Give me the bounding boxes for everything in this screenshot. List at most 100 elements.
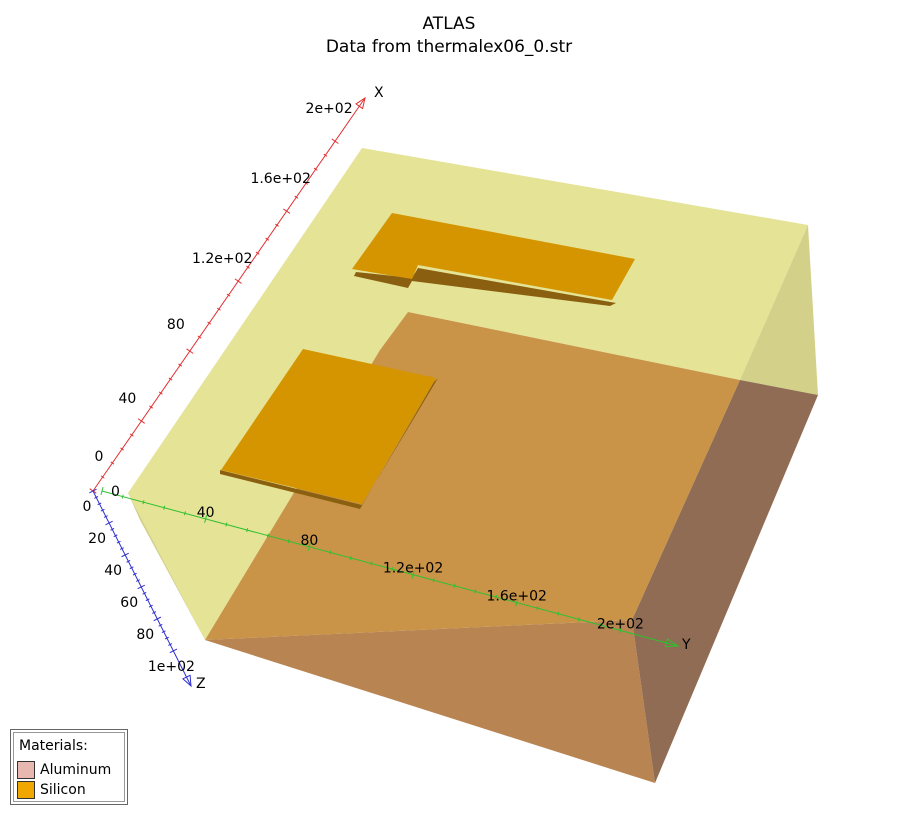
axis-x-line [92,97,366,492]
axis-y-minor-tick [246,527,249,533]
axis-y-minor-tick [598,622,601,627]
axis-y-minor-tick [494,594,497,600]
aluminum-swatch [17,761,35,779]
axis-x-tick-label: 1.2e+02 [192,251,252,267]
axis-y-minor-tick [432,578,435,583]
axis-z-tick-label: 60 [120,595,138,611]
axis-x-minor-tick [226,293,231,297]
axis-x-minor-tick [197,335,202,339]
aluminum-right-face [632,380,818,783]
axis-x-arrow [355,96,366,110]
axis-z-minor-tick [132,572,137,576]
axis-z-minor-tick [145,598,150,602]
axis-y-minor-tick [557,611,560,616]
axes-layer: X 0 40 80 1.2e+02 1.6e+02 2e+02 Y 0 40 80 1.2e+02 1.… [83,85,691,692]
axis-z-tick [89,488,97,494]
axis-y-minor-tick [142,500,145,505]
axis-y-minor-tick [474,589,477,594]
axis-x-minor-tick [158,391,163,395]
legend-label-aluminum: Aluminum [40,762,112,778]
axis-z-minor-tick [164,636,169,640]
axis-y-tick [100,487,104,495]
legend-header: Materials: [19,738,88,754]
axis-z-tick [169,648,178,654]
axis-y-minor-tick [577,617,580,622]
axis-x-minor-tick [255,251,260,255]
silicon-top-face [128,148,808,640]
axis-z-tick-label: 20 [88,531,106,547]
axis-y-tick [307,542,311,551]
axis-z-tick-label: 0 [83,499,92,515]
axis-x-minor-tick [313,167,318,171]
legend-label-silicon: Silicon [40,782,86,798]
axis-y-arrow [664,638,680,648]
plot-subtitle: Data from thermalex06_0.str [325,37,573,57]
axis-z-line [92,490,192,687]
axis-z-tick-label: 80 [136,627,154,643]
axis-z-minor-tick [148,604,153,608]
axis-y-minor-tick [225,522,228,527]
axis-z-tick [153,616,162,622]
axis-z-minor-tick [110,528,115,531]
axis-y-tick-label: 2e+02 [597,617,644,633]
axis-y-tick [618,626,622,635]
axis-z-tick-label: 1e+02 [148,659,195,675]
axis-z-tick [105,520,113,526]
axis-x-label: X [374,85,384,101]
axis-y-tick-label: 1.6e+02 [487,589,547,605]
axis-z-minor-tick [97,502,102,506]
axis-y-line [101,490,679,647]
axis-x-tick-label: 0 [95,449,104,465]
axis-y-minor-tick [287,539,290,544]
axis-x-minor-tick [120,447,124,451]
axis-x-tick-label: 80 [167,317,185,333]
pad-shadow-upper [354,268,616,306]
axis-x-minor-tick [129,433,134,437]
axis-y-minor-tick [329,550,332,555]
axis-y-tick-label: 0 [111,484,120,500]
axis-z-minor-tick [94,496,99,499]
axis-z-arrow [182,674,192,688]
axis-y-minor-tick [536,606,539,611]
axis-z-minor-tick [113,534,118,538]
axis-z-minor-tick [135,579,141,582]
axis-y-minor-tick [391,567,394,572]
axis-z-minor-tick [103,515,108,518]
axis-x-tick [137,418,145,424]
silicon-swatch [17,781,35,799]
axis-x-tick-label: 1.6e+02 [250,171,310,187]
axis-z-minor-tick [129,566,134,570]
axis-y-tick-label: 1.2e+02 [383,561,443,577]
axis-z-tick [121,552,129,558]
contact-pad-upper [352,213,635,300]
axis-x-minor-tick [207,321,212,325]
axis-y-minor-tick [453,583,456,588]
aluminum-top-face [205,312,740,640]
axis-x-tick [234,278,242,284]
axis-y-label: Y [681,637,691,653]
axis-y-tick [411,570,415,579]
axis-x-minor-tick [246,265,250,269]
axis-z-minor-tick [152,611,157,614]
axis-x-tick [331,138,339,144]
plot-title: ATLAS [422,14,476,34]
axis-z-minor-tick [126,560,131,563]
axis-y-tick [204,514,208,523]
silicon-left-face [128,493,205,640]
axis-z-minor-tick [161,630,166,634]
axis-x-minor-tick [110,461,115,465]
axis-z-label: Z [196,676,206,692]
axis-z-tick-label: 40 [104,563,122,579]
axis-x-tick-label: 40 [119,391,137,407]
axis-y-minor-tick [183,511,186,516]
axis-z-minor-tick [168,643,173,646]
axis-y-minor-tick [121,494,124,499]
axis-x-minor-tick [294,195,299,199]
axis-x-minor-tick [265,237,270,241]
axis-y-tick [515,598,519,607]
axis-x-minor-tick [149,405,154,409]
axis-z-minor-tick [119,547,124,550]
axis-y-minor-tick [349,555,352,561]
silicon-right-face [740,225,818,395]
